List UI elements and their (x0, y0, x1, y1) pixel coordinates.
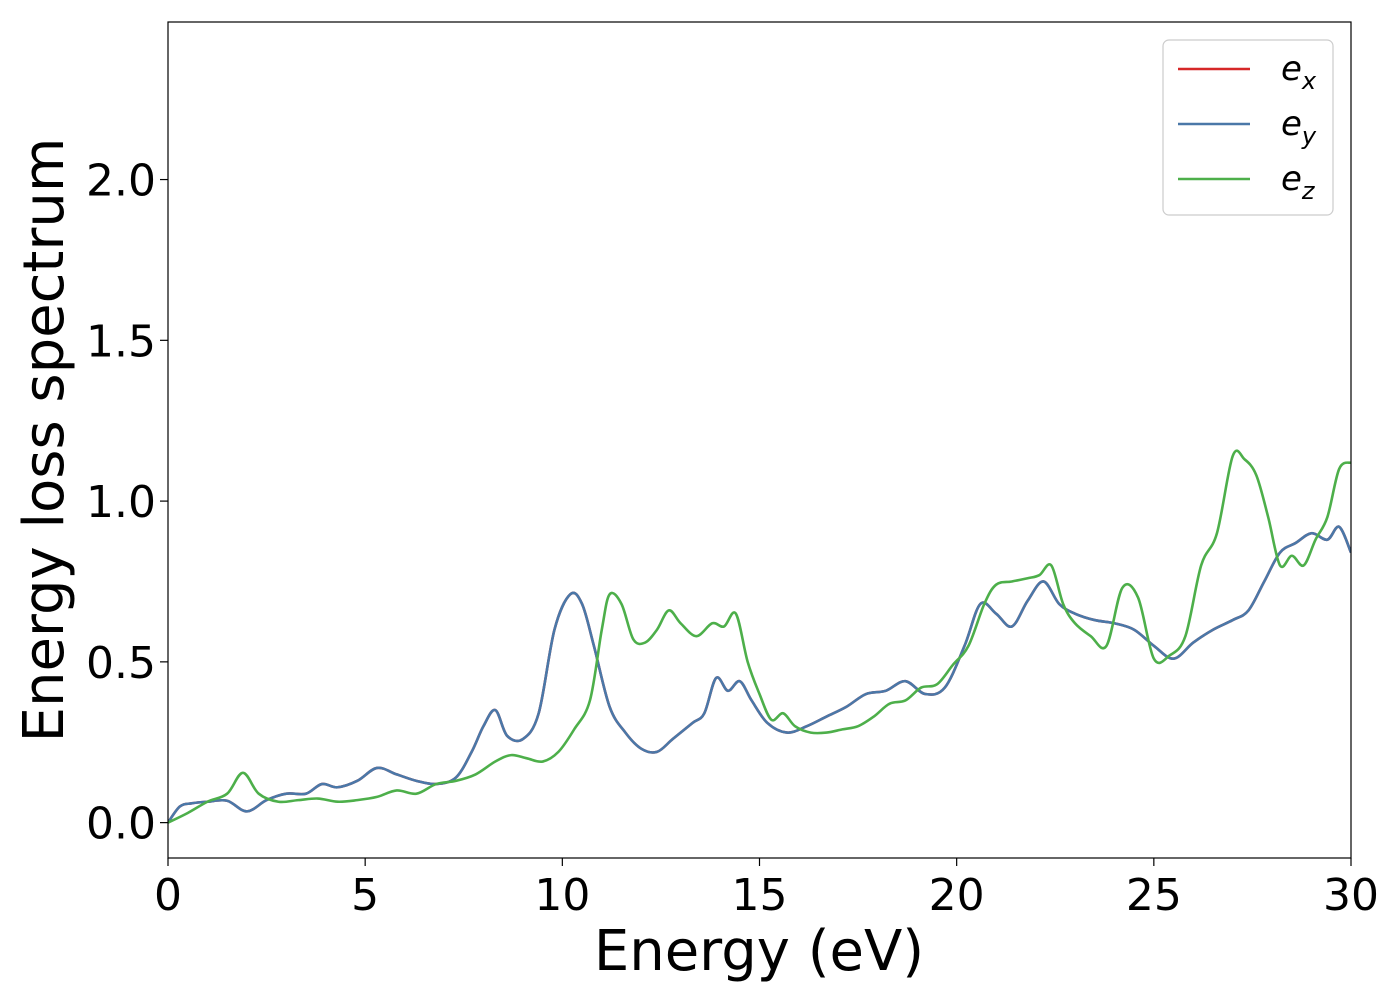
series-line-z (168, 449, 1351, 824)
legend-label-base: e (1281, 104, 1302, 144)
series-layer (168, 449, 1351, 824)
x-tick-label: 15 (732, 870, 788, 921)
y-tick-label: 1.0 (86, 477, 156, 528)
legend-label-sub: z (1301, 177, 1316, 205)
y-tick-label: 2.0 (86, 156, 156, 207)
legend-label-x: ex (1281, 49, 1317, 95)
y-axis: 0.0 0.5 1.0 1.5 2.0 (86, 156, 168, 850)
legend-label-base: e (1281, 159, 1302, 199)
x-axis-label: Energy (eV) (594, 919, 924, 984)
y-tick-label: 0.0 (86, 799, 156, 850)
series-line-y (168, 525, 1351, 824)
x-tick-label: 20 (929, 870, 985, 921)
y-axis-label: Energy loss spectrum (12, 138, 77, 743)
legend-label-z: ez (1281, 159, 1316, 205)
x-tick-label: 10 (534, 870, 590, 921)
y-tick-label: 0.5 (86, 638, 156, 689)
plot-area (168, 22, 1351, 858)
legend-label-sub: y (1301, 122, 1317, 150)
x-tick-label: 5 (351, 870, 379, 921)
y-tick-label: 1.5 (86, 316, 156, 367)
x-axis: 0 5 10 15 20 25 30 (154, 858, 1379, 921)
legend-label-y: ey (1281, 104, 1317, 150)
x-tick-label: 30 (1323, 870, 1379, 921)
legend-label-sub: x (1301, 67, 1317, 95)
x-tick-label: 0 (154, 870, 182, 921)
legend-box (1162, 39, 1334, 216)
legend-label-base: e (1281, 49, 1302, 89)
x-tick-label: 25 (1126, 870, 1182, 921)
